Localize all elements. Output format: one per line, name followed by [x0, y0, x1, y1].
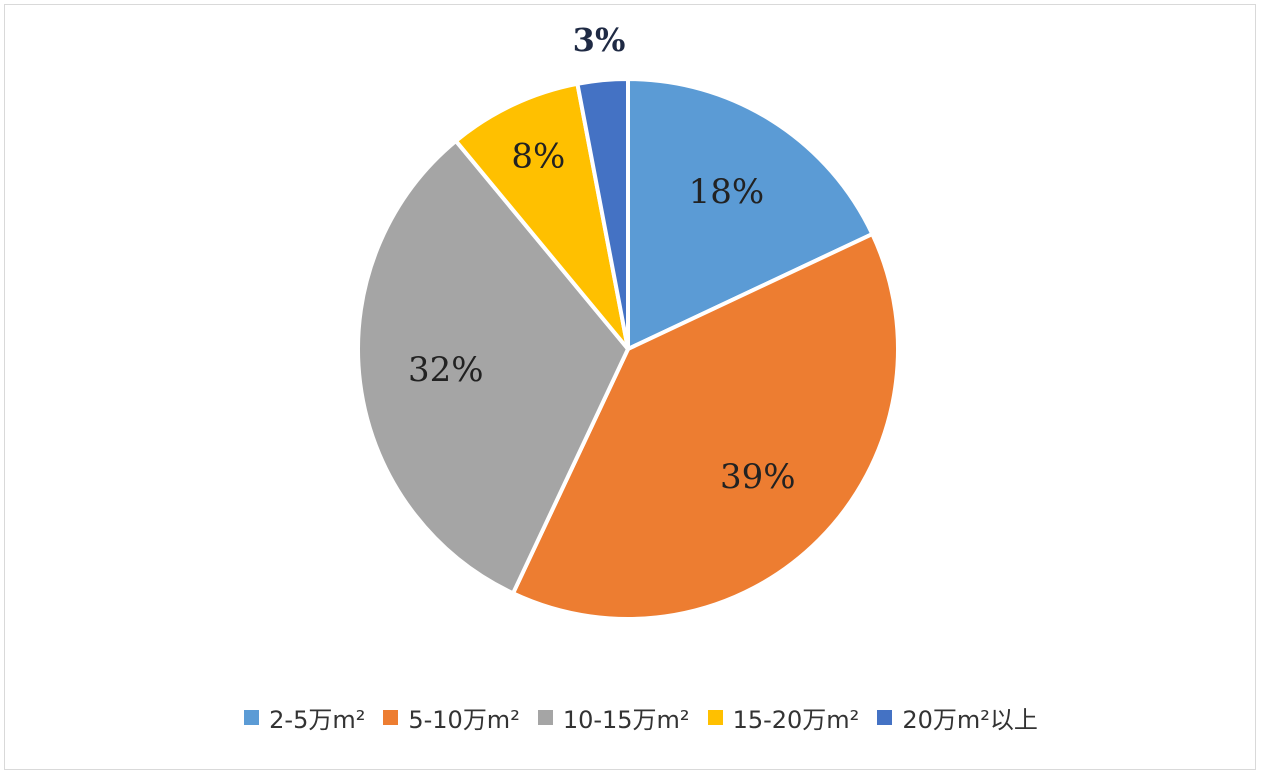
- slice-label-1: 39%: [720, 457, 796, 497]
- slice-label-2: 32%: [408, 350, 484, 390]
- legend-swatch-0: [244, 710, 260, 725]
- slice-label-0: 18%: [689, 172, 765, 212]
- pie-slice-2: [356, 138, 630, 596]
- legend-swatch-3: [707, 710, 723, 725]
- slice-label-4: 3%: [573, 21, 626, 59]
- legend-label-0: 2-5万m²: [269, 706, 366, 734]
- legend-item-3: 15-20万m²: [707, 700, 860, 735]
- legend: 2-5万m² 5-10万m² 10-15万m² 15-20万m² 20万m²以上: [0, 700, 1262, 735]
- legend-label-4: 20万m²以上: [902, 706, 1038, 734]
- legend-swatch-4: [877, 710, 893, 725]
- legend-label-3: 15-20万m²: [732, 706, 860, 734]
- legend-swatch-2: [537, 710, 553, 725]
- slice-label-3: 8%: [511, 136, 565, 176]
- pie-slices: [356, 77, 900, 621]
- legend-item-1: 5-10万m²: [383, 700, 520, 735]
- pie-labels: 18% 39% 32% 8% 3%: [408, 21, 796, 497]
- legend-label-1: 5-10万m²: [408, 706, 520, 734]
- legend-item-0: 2-5万m²: [244, 700, 365, 735]
- legend-label-2: 10-15万m²: [562, 706, 690, 734]
- pie-slice-1: [511, 232, 900, 621]
- legend-item-4: 20万m²以上: [877, 700, 1038, 735]
- pie-slice-3: [453, 81, 630, 351]
- legend-item-2: 10-15万m²: [537, 700, 690, 735]
- legend-swatch-1: [383, 710, 399, 725]
- pie-slice-4: [575, 77, 630, 351]
- pie-slice-0: [626, 77, 875, 351]
